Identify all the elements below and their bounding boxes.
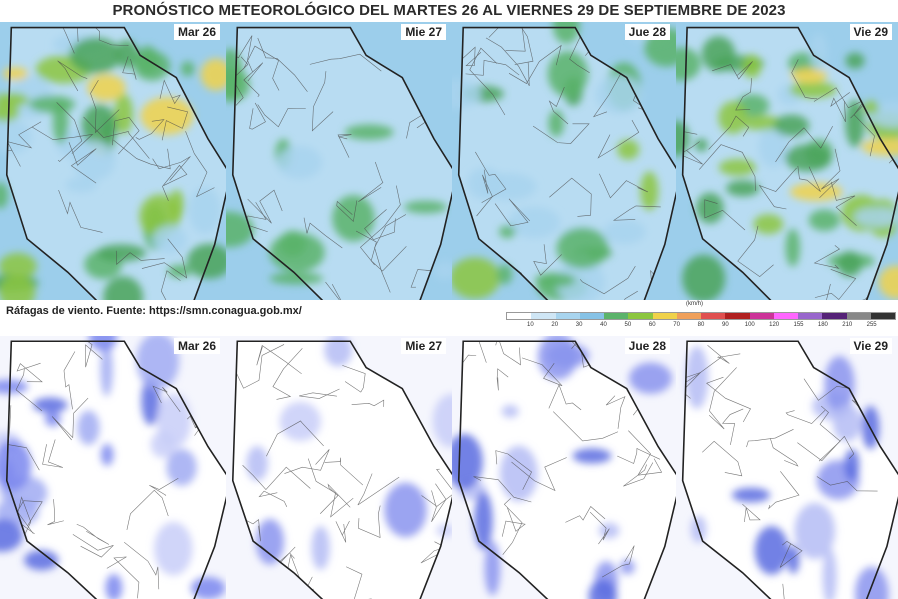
legend-tick-label: 210 (842, 322, 853, 328)
day-label: Vie 29 (849, 24, 892, 40)
legend-tick-label: 120 (769, 322, 780, 328)
legend-swatch (555, 313, 580, 319)
map-panel-bottom-mie27: Mie 27 (226, 336, 454, 599)
legend-tick-label: 255 (866, 322, 877, 328)
legend-tick-label: 100 (744, 322, 755, 328)
legend-swatch (773, 313, 798, 319)
day-label: Mar 26 (173, 338, 220, 354)
legend-tick-label: 30 (575, 322, 583, 328)
map-panel-bottom-jue28: Jue 28 (452, 336, 678, 599)
legend-swatch (749, 313, 774, 319)
map-panel-top-vie29: Vie 29 (676, 22, 898, 300)
legend-swatch (870, 313, 895, 319)
wind-gust-map (226, 336, 452, 599)
legend-swatch (628, 313, 653, 319)
precipitation-map (0, 22, 226, 300)
legend-swatch (846, 313, 871, 319)
legend-color-bar (506, 312, 896, 320)
day-label: Jue 28 (624, 338, 670, 354)
legend-tick-label: 70 (673, 322, 680, 328)
legend-tick-label: 50 (624, 322, 632, 328)
wind-gust-map (0, 336, 226, 599)
legend-tick-label: 80 (697, 322, 705, 328)
wind-speed-legend: (km/h) 10 20 30 40 50 60 70 80 90 100 120 155 180 210… (506, 301, 896, 333)
legend-ticks: 10 20 30 40 50 60 70 80 90 100 120 155 180 210 255 (506, 322, 896, 332)
source-caption: Ráfagas de viento. Fuente: https://smn.c… (6, 305, 302, 317)
legend-swatch (579, 313, 604, 319)
map-panel-top-jue28: Jue 28 (452, 22, 678, 300)
day-label: Vie 29 (849, 338, 892, 354)
day-label: Mie 27 (401, 24, 446, 40)
day-label: Mie 27 (401, 338, 446, 354)
legend-tick-label: 90 (722, 322, 729, 328)
legend-swatch (507, 313, 532, 319)
legend-swatch (652, 313, 677, 319)
wind-gust-map (452, 336, 676, 599)
map-panel-top-mar26: Mar 26 (0, 22, 228, 300)
legend-tick-label: 180 (817, 322, 828, 328)
map-panel-bottom-mar26: Mar 26 (0, 336, 228, 599)
precipitation-map (226, 22, 452, 300)
legend-swatch (701, 313, 726, 319)
map-panel-top-mie27: Mie 27 (226, 22, 454, 300)
legend-swatch (822, 313, 847, 319)
legend-tick-label: 10 (527, 322, 534, 328)
legend-swatch (798, 313, 823, 319)
precipitation-map (676, 22, 898, 300)
map-panel-bottom-vie29: Vie 29 (676, 336, 898, 599)
wind-gust-map (676, 336, 898, 599)
legend-tick-label: 155 (793, 322, 804, 328)
legend-unit: (km/h) (686, 301, 703, 307)
legend-tick-label: 20 (551, 322, 559, 328)
legend-swatch (725, 313, 750, 319)
day-label: Jue 28 (624, 24, 670, 40)
legend-swatch (676, 313, 701, 319)
precipitation-map (452, 22, 676, 300)
day-label: Mar 26 (173, 24, 220, 40)
legend-swatch (604, 313, 629, 319)
page-title: PRONÓSTICO METEOROLÓGICO DEL MARTES 26 A… (112, 2, 786, 19)
legend-tick-label: 60 (648, 322, 656, 328)
legend-swatch (531, 313, 556, 319)
legend-tick-label: 40 (600, 322, 607, 328)
